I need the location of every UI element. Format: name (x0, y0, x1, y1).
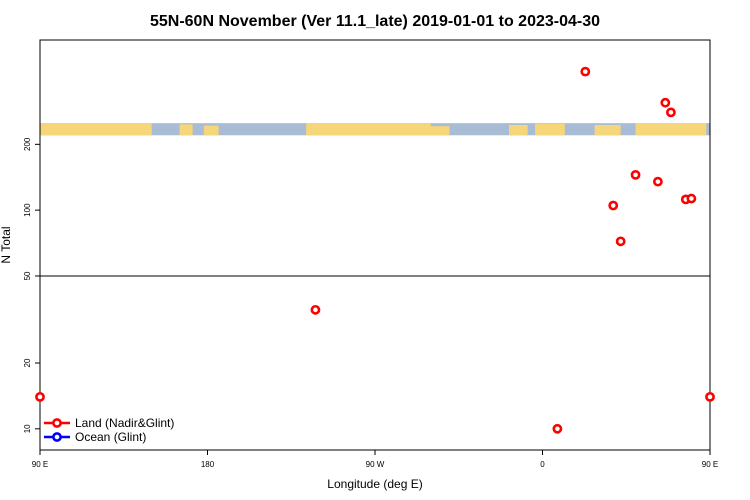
map-strip-land (427, 126, 450, 136)
map-strip-land (509, 124, 528, 136)
data-point (552, 423, 563, 434)
legend-marker (52, 432, 62, 442)
data-point (660, 97, 671, 108)
x-tick-label: 90 E (32, 460, 48, 469)
data-point (580, 66, 591, 77)
legend-label: Ocean (Glint) (75, 430, 146, 444)
plot-frame (39, 39, 711, 451)
x-axis-label: Longitude (deg E) (327, 477, 422, 491)
y-axis-label: N Total (0, 226, 13, 263)
data-point (666, 107, 676, 118)
data-points (35, 66, 715, 434)
data-point (705, 391, 715, 402)
x-tick-label: 90 W (366, 460, 385, 469)
data-point (630, 169, 641, 180)
chart-title: 55N-60N November (Ver 11.1_late) 2019-01… (150, 13, 600, 30)
y-axis: 10 20 50 100 200 (23, 137, 40, 433)
x-tick-label: 180 (201, 460, 215, 469)
legend: Land (Nadir&Glint)Ocean (Glint) (44, 416, 174, 444)
y-tick-label: 10 (23, 424, 32, 433)
map-strip-land (306, 123, 431, 136)
data-point (652, 176, 663, 187)
map-strip-land (635, 123, 707, 136)
map-strip-land (535, 123, 565, 136)
map-strip-land (203, 125, 219, 136)
x-tick-label: 0 (540, 460, 545, 469)
data-point (608, 200, 619, 211)
map-strip-land (179, 124, 193, 136)
x-tick-label: 90 E (702, 460, 718, 469)
data-point (35, 391, 45, 402)
data-point (686, 193, 697, 204)
y-tick-label: 50 (23, 271, 32, 280)
legend-label: Land (Nadir&Glint) (75, 416, 174, 430)
map-strip-land (594, 124, 621, 136)
y-tick-label: 100 (23, 203, 32, 217)
data-point (310, 304, 321, 315)
map-strip-land (40, 123, 152, 136)
y-tick-label: 200 (23, 137, 32, 151)
legend-marker (52, 418, 62, 428)
data-point (615, 236, 626, 247)
y-tick-label: 20 (23, 358, 32, 367)
world-map-strip (40, 123, 710, 136)
